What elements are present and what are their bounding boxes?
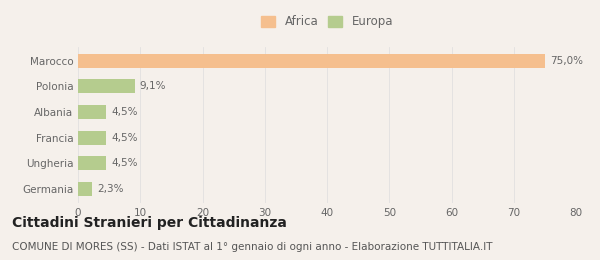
Text: 4,5%: 4,5% [111, 107, 137, 117]
Bar [78, 80, 134, 94]
Bar [78, 182, 92, 196]
Legend: Africa, Europa: Africa, Europa [261, 15, 393, 28]
Bar [78, 105, 106, 119]
Text: 4,5%: 4,5% [111, 133, 137, 142]
Text: 4,5%: 4,5% [111, 158, 137, 168]
Bar [78, 54, 545, 68]
Bar [78, 156, 106, 170]
Text: Cittadini Stranieri per Cittadinanza: Cittadini Stranieri per Cittadinanza [12, 216, 287, 230]
Text: 75,0%: 75,0% [550, 56, 583, 66]
Text: 2,3%: 2,3% [97, 184, 124, 194]
Text: 9,1%: 9,1% [140, 81, 166, 92]
Bar [78, 131, 106, 145]
Text: COMUNE DI MORES (SS) - Dati ISTAT al 1° gennaio di ogni anno - Elaborazione TUTT: COMUNE DI MORES (SS) - Dati ISTAT al 1° … [12, 242, 493, 252]
